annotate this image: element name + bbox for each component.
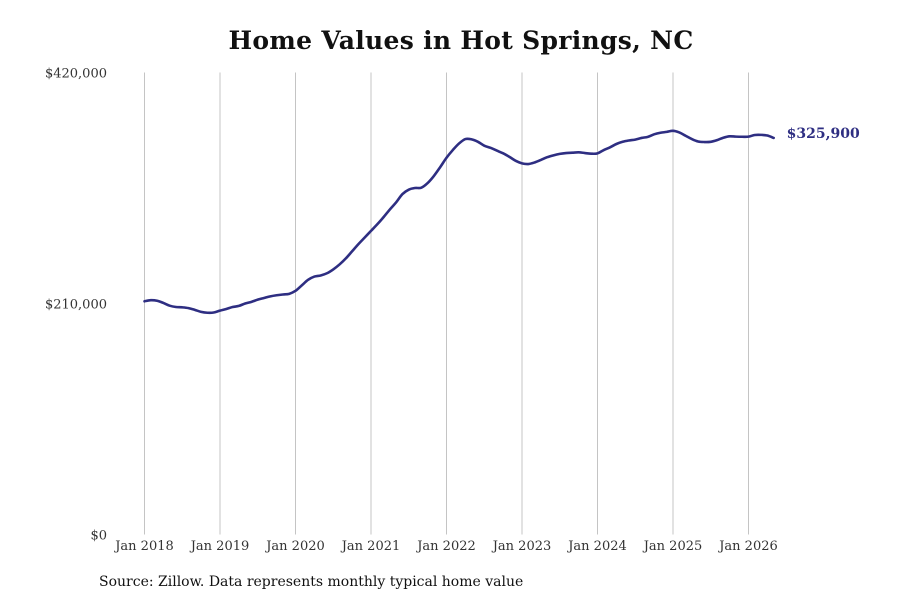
x-tick-label: Jan 2019 <box>189 539 250 554</box>
y-tick-label: $210,000 <box>45 298 107 313</box>
x-tick-label: Jan 2021 <box>340 539 401 554</box>
x-tick-label: Jan 2025 <box>642 539 703 554</box>
x-tick-label: Jan 2020 <box>264 539 325 554</box>
end-value-label: $325,900 <box>787 126 860 142</box>
x-tick-label: Jan 2018 <box>113 539 174 554</box>
series-line-home-value <box>143 129 775 315</box>
y-tick-label: $420,000 <box>45 67 107 82</box>
y-axis-ticks: $0 $210,000 $420,000 <box>45 67 107 544</box>
x-tick-label: Jan 2022 <box>415 539 476 554</box>
x-axis-ticks: Jan 2018 Jan 2019 Jan 2020 Jan 2021 Jan 2022… <box>113 539 778 554</box>
y-tick-label: $0 <box>90 529 107 544</box>
chart-title: Home Values in Hot Springs, NC <box>228 26 694 55</box>
x-tick-label: Jan 2024 <box>566 539 627 554</box>
x-tick-label: Jan 2023 <box>491 539 552 554</box>
source-note: Source: Zillow. Data represents monthly … <box>99 574 524 590</box>
x-tick-label: Jan 2026 <box>717 539 778 554</box>
grid-lines <box>144 72 749 535</box>
